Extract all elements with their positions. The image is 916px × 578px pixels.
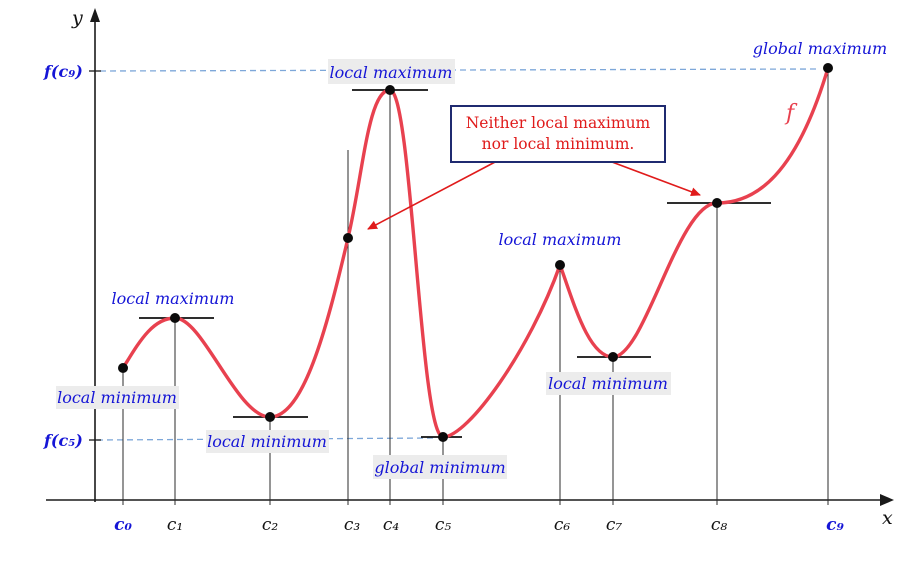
label-bg-c5 [373,455,507,479]
critical-point-c0 [118,363,128,373]
annotation-local-maximum-c1: local maximum [112,289,235,308]
note-box [450,105,666,163]
critical-point-c1 [170,313,180,323]
x-axis-arrowhead-icon [880,494,894,506]
critical-point-c6 [555,260,565,270]
note-text-line1: Neither local maximum [466,114,651,132]
critical-point-c8 [712,198,722,208]
annotation-local-maximum-c4: local maximum [330,63,453,82]
label-bg-c0 [56,386,179,409]
label-bg-c4 [328,59,455,84]
critical-point-c5 [438,432,448,442]
annotation-global-minimum-c5: global minimum [374,458,505,477]
y-axis-arrowhead-icon [90,8,100,22]
tick-label-c9: c₉ [826,515,844,535]
label-bg-c7 [546,372,671,395]
x-axis-label: x [882,507,893,529]
critical-point-c2 [265,412,275,422]
critical-point-c7 [608,352,618,362]
tick-label-c6: c₆ [554,515,571,535]
annotation-local-minimum-c2: local minimum [207,432,327,451]
tick-label-c3: c₃ [344,515,361,535]
critical-point-c9 [823,63,833,73]
note-text-line2: nor local minimum. [482,135,635,153]
annotation-local-minimum-c7: local minimum [548,374,668,393]
tick-label-c2: c₂ [262,515,279,535]
critical-point-c4 [385,85,395,95]
note-arrow-to-c3 [367,160,498,230]
critical-point-c3 [343,233,353,243]
tick-label-c7: c₇ [606,515,623,535]
y-value-fc5: f(c₅) [43,431,83,450]
annotation-local-maximum-c6: local maximum [499,230,622,249]
tick-label-c4: c₄ [383,515,400,535]
curve-label-f: f [784,101,798,126]
y-axis-label: y [71,7,83,29]
annotation-global-maximum-c9: global maximum [753,39,887,58]
annotation-local-minimum-c0: local minimum [57,388,177,407]
y-value-fc9: f(c₉) [43,62,83,81]
tick-label-c5: c₅ [435,515,452,535]
tick-label-c8: c₈ [711,515,728,535]
tick-label-c1: c₁ [167,515,183,535]
tick-label-c0: c₀ [114,515,132,535]
dashed-line-fc9 [99,68,821,72]
note-arrow-to-c8 [611,161,701,197]
label-bg-c2 [206,430,329,453]
